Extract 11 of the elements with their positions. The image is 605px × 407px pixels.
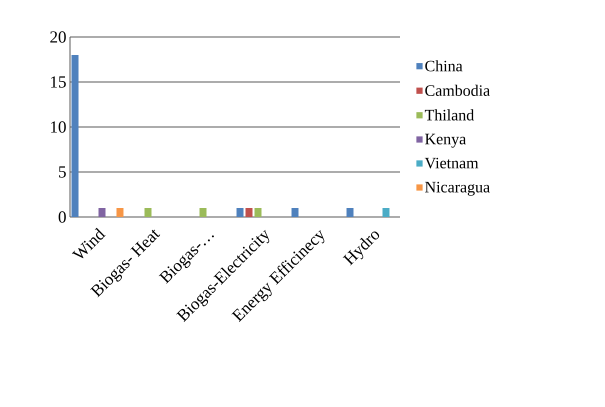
legend-label: Kenya — [425, 134, 466, 148]
legend-label: Cambodia — [425, 84, 490, 96]
legend-label: Nicaragua — [425, 182, 490, 196]
y-tick-label: 20 — [50, 31, 66, 43]
y-tick-label: 5 — [58, 166, 66, 178]
legend-label: China — [425, 60, 462, 72]
legend-label: Thiland — [424, 109, 474, 120]
y-tick-label: 10 — [51, 121, 66, 133]
y-tick-label: 15 — [51, 76, 66, 88]
legend-label: Vietnam — [424, 158, 478, 169]
y-tick-label: 0 — [58, 211, 66, 223]
